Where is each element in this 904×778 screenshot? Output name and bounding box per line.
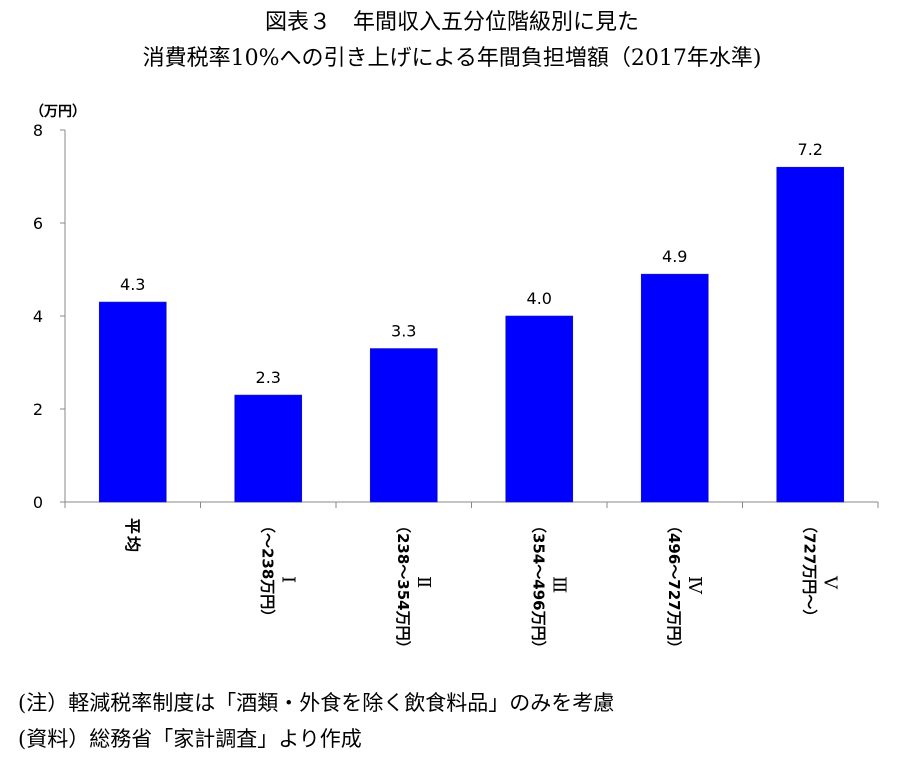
x-axis [64,501,879,508]
x-tick-label: Ⅳ [684,576,705,595]
y-tick-label: 4 [33,307,43,326]
x-tick-label: Ⅲ [548,576,569,593]
data-label: 4.3 [120,275,145,294]
data-label: 4.9 [662,247,687,266]
x-tick-sublabel: （～238万円） [258,518,276,624]
source-text: (資料）総務省「家計調査」より作成 [18,727,362,751]
chart-title: 図表３ 年間収入五分位階級別に見た [264,10,639,35]
x-tick-label: 平均 [123,518,142,554]
bar [369,348,438,503]
data-label: 2.3 [256,368,281,387]
bar [640,273,709,503]
x-tick-label-group: （238～354万円） Ⅱ [394,518,434,656]
x-tick-sublabel: （496～727万円） [665,518,683,656]
x-tick-labels: 平均 （～238万円） Ⅰ （238～354万円） Ⅱ （354～496万円） Ⅲ （496～… [123,518,841,656]
x-tick-label: Ⅱ [413,576,434,588]
y-tick-label: 6 [33,214,43,233]
x-tick-label-group: （354～496万円） Ⅲ [529,518,569,656]
y-tick-label: 2 [33,400,43,419]
bar [234,394,303,503]
y-axis-label: （万円） [30,104,86,120]
x-tick-label-group: 平均 [123,518,142,554]
bars [98,166,845,503]
x-tick-sublabel: （354～496万円） [529,518,547,656]
x-tick-sublabel: （727万円～） [800,518,818,624]
bar [98,301,167,503]
x-tick-label: Ⅴ [819,575,840,590]
x-tick-label-group: （727万円～） Ⅴ [800,518,840,624]
x-tick-label-group: （496～727万円） Ⅳ [665,518,705,656]
y-tick-label: 8 [33,121,43,140]
bar [776,166,845,503]
data-label: 3.3 [391,322,416,341]
x-tick-sublabel: （238～354万円） [394,518,412,656]
data-label: 7.2 [798,140,823,159]
value-labels: 4.3 2.3 3.3 4.0 4.9 7.2 [120,140,823,387]
x-tick-label: Ⅰ [277,576,298,583]
x-tick-label-group: （～238万円） Ⅰ [258,518,298,624]
note-text: (注）軽減税率制度は「酒類・外食を除く飲食料品」のみを考慮 [18,691,615,715]
data-label: 4.0 [527,289,552,308]
chart-subtitle: 消費税率10%への引き上げによる年間負担増額（2017年水準) [142,46,762,71]
bar-chart: （万円） 0 2 4 6 8 4.3 2.3 3.3 4.0 4.9 7.2 平均 （～238万円）… [30,104,879,656]
y-tick-label: 0 [33,493,43,512]
bar [505,315,574,503]
y-axis: 0 2 4 6 8 [33,121,66,512]
